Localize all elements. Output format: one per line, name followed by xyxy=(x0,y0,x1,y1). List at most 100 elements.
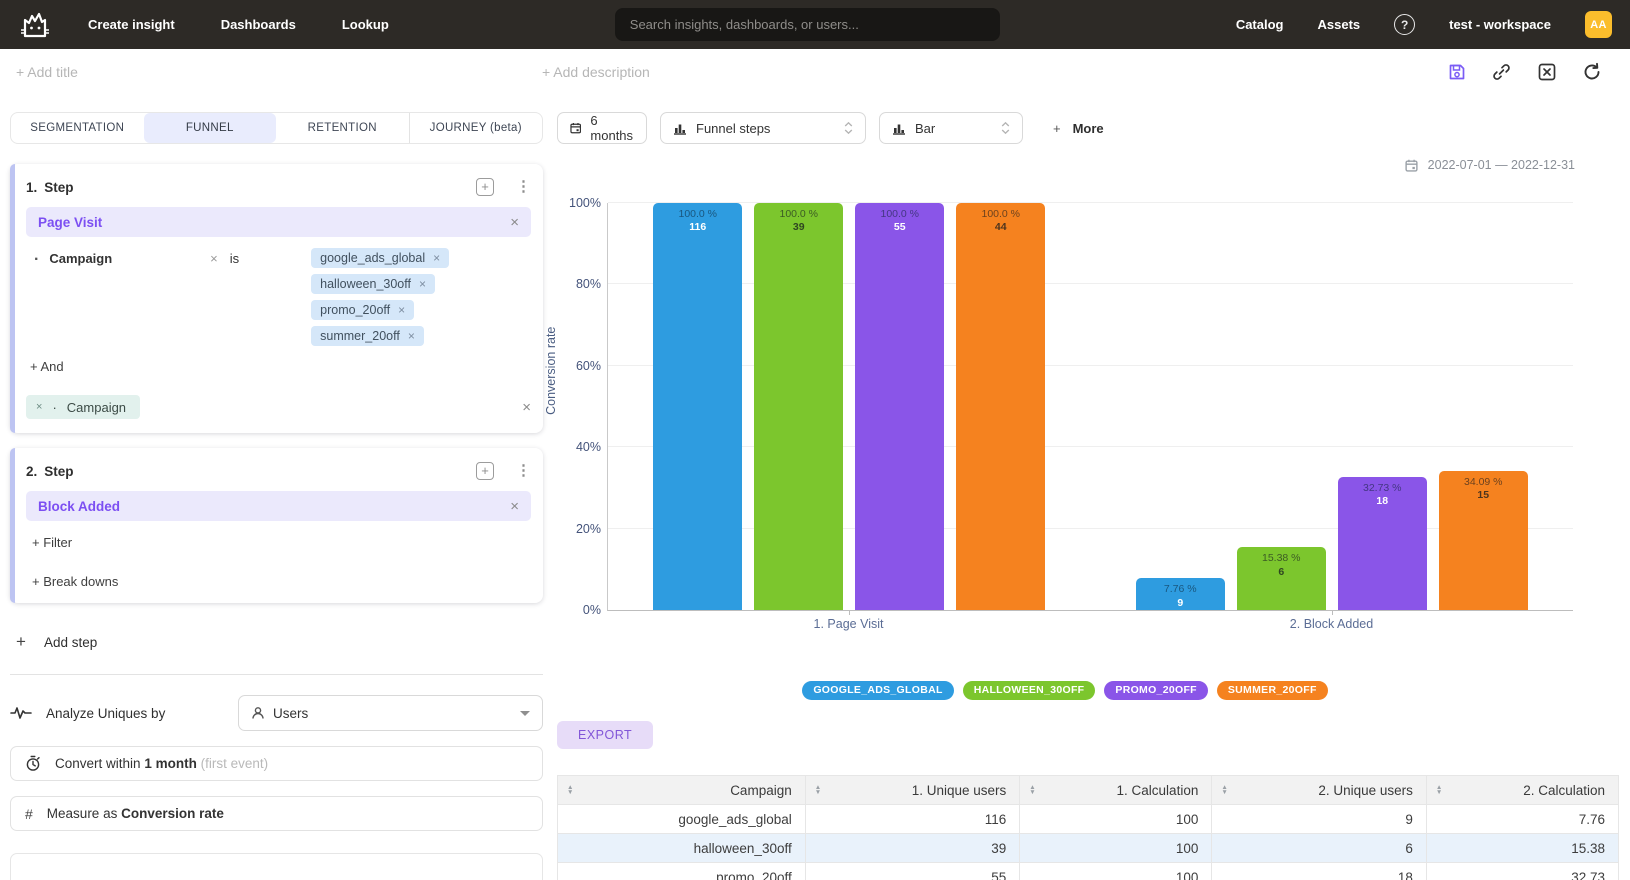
date-range-button[interactable]: 6 months xyxy=(557,112,647,144)
copy-link-icon[interactable] xyxy=(1491,62,1512,83)
table-column-header[interactable]: ▲ ▼ 2. Unique users xyxy=(1211,775,1427,805)
clipped-setting-box[interactable] xyxy=(10,853,543,880)
analyze-by-select[interactable]: Users xyxy=(238,695,543,731)
table-cell: 39 xyxy=(804,833,1021,863)
remove-event-icon[interactable]: × xyxy=(510,213,519,231)
export-button[interactable]: EXPORT xyxy=(557,721,654,749)
nav-catalog[interactable]: Catalog xyxy=(1235,17,1284,32)
y-tick-label: 100% xyxy=(569,196,601,210)
clear-close-icon[interactable] xyxy=(1536,62,1557,83)
add-breakdown-link[interactable]: + Break downs xyxy=(32,574,119,589)
sort-icon[interactable]: ▲ ▼ xyxy=(1029,784,1036,796)
user-avatar[interactable]: AA xyxy=(1585,11,1612,38)
sort-icon[interactable]: ▲ ▼ xyxy=(814,784,822,796)
funnel-bar[interactable]: 15.38 % 6 xyxy=(1236,547,1326,610)
remove-tag-icon[interactable]: × xyxy=(407,329,415,343)
remove-tag-icon[interactable]: × xyxy=(398,303,406,317)
add-title-field[interactable]: + Add title xyxy=(16,64,78,80)
app-logo-cat-icon[interactable] xyxy=(18,10,52,40)
event-row[interactable]: Block Added × xyxy=(26,491,531,521)
filter-value-tag[interactable]: promo_20off × xyxy=(311,300,415,320)
bar-label: 100.0 % 39 xyxy=(779,208,819,234)
table-row[interactable]: promo_20off 55 100 18 32.73 xyxy=(557,862,1620,880)
filter-operator[interactable]: is xyxy=(229,251,240,266)
remove-event-icon[interactable]: × xyxy=(510,497,519,515)
funnel-bar[interactable]: 34.09 % 15 xyxy=(1438,471,1528,610)
remove-filter-icon[interactable]: × xyxy=(210,251,218,266)
funnel-bar[interactable]: 7.76 % 9 xyxy=(1135,578,1225,610)
table-column-header[interactable]: ▲ ▼ 1. Calculation xyxy=(1019,775,1213,805)
group-by-select[interactable]: Funnel steps xyxy=(660,112,866,144)
table-column-header[interactable]: ▲ ▼ Campaign xyxy=(557,775,806,805)
table-cell: halloween_30off xyxy=(557,833,806,863)
step-number: 2. xyxy=(26,463,38,479)
convert-value[interactable]: 1 month xyxy=(144,756,197,771)
step-menu-icon[interactable]: ⋮ xyxy=(516,178,531,195)
measure-setting[interactable]: # Measure as Conversion rate xyxy=(10,796,543,831)
save-icon[interactable] xyxy=(1446,62,1467,83)
convert-prefix: Convert within xyxy=(55,756,141,771)
funnel-bar[interactable]: 32.73 % 18 xyxy=(1337,476,1427,610)
event-name[interactable]: Page Visit xyxy=(38,214,103,230)
conversion-window-setting[interactable]: Convert within 1 month (first event) xyxy=(10,746,543,781)
nav-create-insight[interactable]: Create insight xyxy=(88,17,175,32)
event-name[interactable]: Block Added xyxy=(38,498,121,514)
bar-label: 32.73 % 18 xyxy=(1362,481,1402,507)
filter-value-tag[interactable]: summer_20off × xyxy=(311,326,424,346)
tab-funnel[interactable]: FUNNEL xyxy=(143,113,276,143)
nav-dashboards[interactable]: Dashboards xyxy=(220,17,296,32)
remove-pending-row-icon[interactable]: × xyxy=(522,398,531,416)
legend-pill[interactable]: GOOGLE_ADS_GLOBAL xyxy=(802,681,954,700)
refresh-icon[interactable] xyxy=(1581,62,1602,83)
calendar-icon xyxy=(1405,159,1418,172)
chart-type-select[interactable]: Bar xyxy=(879,112,1023,144)
sort-icon[interactable]: ▲ ▼ xyxy=(567,784,574,796)
tab-journey[interactable]: JOURNEY (beta) xyxy=(408,113,543,143)
duplicate-step-icon[interactable]: + xyxy=(476,178,494,196)
event-row[interactable]: Page Visit × xyxy=(26,207,531,237)
help-icon[interactable]: ? xyxy=(1394,14,1416,35)
remove-chip-icon[interactable]: × xyxy=(36,401,43,413)
filter-value-tag[interactable]: google_ads_global × xyxy=(311,248,450,268)
remove-tag-icon[interactable]: × xyxy=(418,277,426,291)
legend-pill[interactable]: PROMO_20OFF xyxy=(1104,681,1208,700)
x-axis-category-label: 1. Page Visit xyxy=(813,617,884,631)
duplicate-step-icon[interactable]: + xyxy=(476,462,494,480)
table-row[interactable]: google_ads_global 116 100 9 7.76 xyxy=(557,804,1620,834)
insight-title-bar: + Add title + Add description xyxy=(0,49,1630,95)
funnel-bar[interactable]: 100.0 % 55 xyxy=(855,203,945,610)
pending-property-chip[interactable]: × · Campaign xyxy=(26,395,141,419)
chevron-updown-icon xyxy=(844,121,853,135)
bar-label: 100.0 % 116 xyxy=(678,208,718,234)
step-menu-icon[interactable]: ⋮ xyxy=(516,462,531,479)
tab-retention[interactable]: RETENTION xyxy=(307,122,377,134)
table-column-header[interactable]: ▲ ▼ 2. Calculation xyxy=(1425,775,1620,805)
legend-pill[interactable]: SUMMER_20OFF xyxy=(1216,681,1328,700)
table-row[interactable]: halloween_30off 39 100 6 15.38 xyxy=(557,833,1620,863)
sort-icon[interactable]: ▲ ▼ xyxy=(1221,784,1228,796)
add-filter-link[interactable]: + Filter xyxy=(32,535,73,550)
add-and-condition[interactable]: + And xyxy=(30,359,64,374)
global-search-input[interactable] xyxy=(614,8,1000,41)
funnel-bar-chart: Conversion rate 0% 20% 40% 60% 80% 100% 100.0 … xyxy=(544,196,1619,700)
more-options-button[interactable]: + More xyxy=(1053,121,1104,136)
funnel-bar[interactable]: 100.0 % 39 xyxy=(754,203,844,610)
y-tick-label: 40% xyxy=(575,440,601,455)
add-description-field[interactable]: + Add description xyxy=(542,64,650,80)
filter-value-tag[interactable]: halloween_30off × xyxy=(311,274,435,294)
filter-property[interactable]: Campaign xyxy=(49,251,113,266)
measure-value[interactable]: Conversion rate xyxy=(121,806,224,821)
nav-lookup[interactable]: Lookup xyxy=(341,17,389,32)
funnel-bar[interactable]: 100.0 % 44 xyxy=(956,203,1046,610)
nav-assets[interactable]: Assets xyxy=(1317,17,1361,32)
workspace-name[interactable]: test - workspace xyxy=(1449,17,1551,32)
x-axis-labels: 1. Page Visit 2. Block Added xyxy=(607,617,1573,631)
legend-pill[interactable]: HALLOWEEN_30OFF xyxy=(962,681,1096,700)
add-step-button[interactable]: + Add step xyxy=(16,632,543,652)
remove-tag-icon[interactable]: × xyxy=(433,251,441,265)
table-column-header[interactable]: ▲ ▼ 1. Unique users xyxy=(804,775,1021,805)
chart-legend: GOOGLE_ADS_GLOBAL HALLOWEEN_30OFF PROMO_20… xyxy=(557,681,1573,700)
sort-icon[interactable]: ▲ ▼ xyxy=(1435,784,1443,796)
funnel-bar[interactable]: 100.0 % 116 xyxy=(653,203,743,610)
tab-segmentation[interactable]: SEGMENTATION xyxy=(30,122,125,134)
